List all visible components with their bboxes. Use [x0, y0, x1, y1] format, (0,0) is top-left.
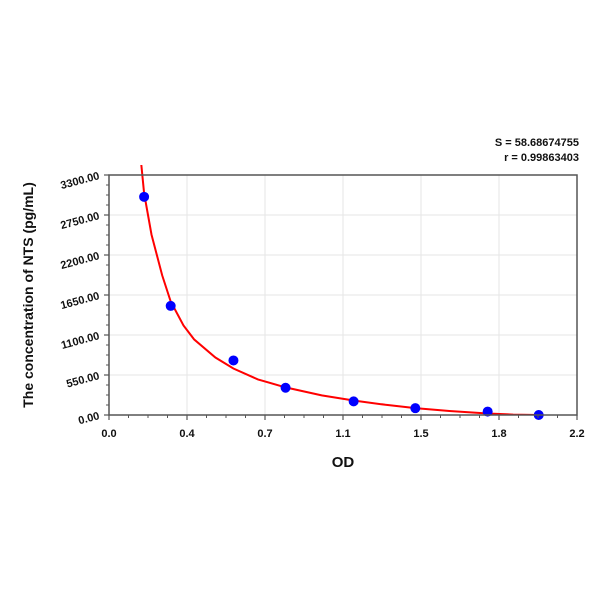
- y-tick-label: 2200.00: [59, 250, 101, 272]
- data-points: [139, 191, 544, 420]
- r-statistic: r = 0.99863403: [504, 152, 579, 164]
- y-tick-label: 1650.00: [59, 290, 101, 312]
- data-point: [139, 191, 150, 202]
- data-point: [280, 382, 291, 393]
- data-point: [165, 300, 176, 311]
- y-tick-label: 3300.00: [59, 170, 101, 192]
- x-axis-label: OD: [331, 454, 355, 471]
- s-statistic: S = 58.68674755: [494, 137, 579, 149]
- y-axis-ticks: 0.00 550.00 1100.00 1650.00 2200.00 2750.00 33…: [59, 170, 109, 427]
- data-point: [410, 403, 421, 414]
- x-tick-label: 1.5: [413, 428, 428, 440]
- data-point: [348, 396, 359, 407]
- x-tick-label: 2.2: [569, 428, 584, 440]
- y-axis-label: The concentration of NTS (pg/mL): [20, 182, 36, 408]
- x-tick-label: 0.0: [101, 428, 116, 440]
- y-tick-label: 1100.00: [60, 330, 101, 352]
- y-tick-label: 2750.00: [59, 210, 101, 232]
- grid-lines: [109, 175, 577, 415]
- data-point: [228, 355, 239, 366]
- y-tick-label: 0.00: [77, 410, 101, 427]
- x-tick-label: 1.8: [491, 428, 506, 440]
- fitted-curve: [140, 165, 539, 415]
- x-axis-ticks: 0.0 0.4 0.7 1.1 1.5 1.8 2.2: [101, 415, 585, 440]
- y-tick-label: 550.00: [65, 370, 101, 390]
- x-tick-label: 0.7: [257, 428, 272, 440]
- x-tick-label: 0.4: [179, 428, 195, 440]
- curve-line: [140, 165, 539, 415]
- data-point: [482, 406, 493, 417]
- x-tick-label: 1.1: [335, 428, 350, 440]
